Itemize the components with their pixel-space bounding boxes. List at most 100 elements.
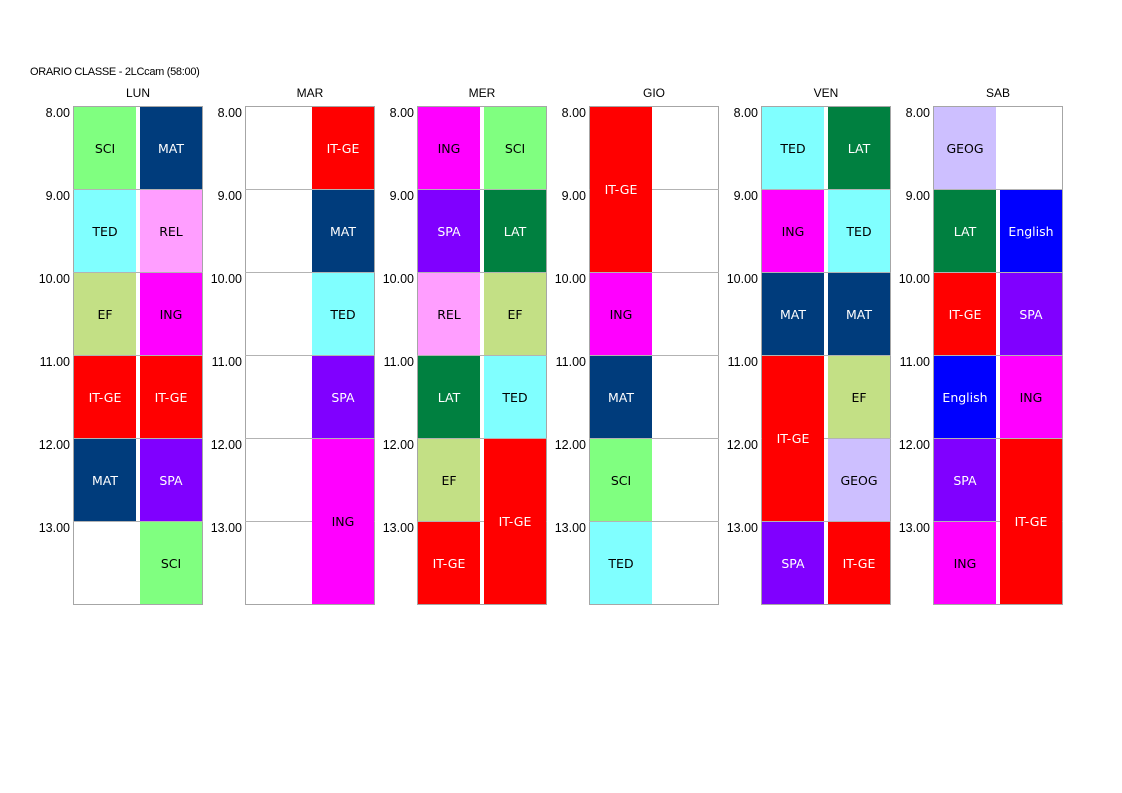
time-label: 12.00	[726, 438, 758, 452]
lesson-cell-it-ge[interactable]: IT-GE	[484, 439, 546, 604]
time-label: 9.00	[217, 189, 242, 203]
hour-divider	[933, 521, 1063, 522]
day-header-mar: MAR	[296, 86, 324, 100]
lesson-cell-ted[interactable]: TED	[762, 107, 824, 189]
lesson-cell-ted[interactable]: TED	[828, 190, 890, 272]
page-title: ORARIO CLASSE - 2LCcam (58:00)	[30, 66, 200, 78]
lesson-cell-it-ge[interactable]: IT-GE	[1000, 439, 1062, 604]
hour-divider	[73, 438, 203, 439]
lesson-cell-ing[interactable]: ING	[590, 273, 652, 355]
lesson-cell-geog[interactable]: GEOG	[934, 107, 996, 189]
lesson-cell-sci[interactable]: SCI	[74, 107, 136, 189]
lesson-cell-sci[interactable]: SCI	[140, 522, 202, 604]
time-label: 11.00	[39, 355, 70, 369]
lesson-cell-spa[interactable]: SPA	[418, 190, 480, 272]
lesson-cell-mat[interactable]: MAT	[590, 356, 652, 438]
lesson-cell-sci[interactable]: SCI	[484, 107, 546, 189]
hour-divider	[761, 521, 891, 522]
lesson-cell-spa[interactable]: SPA	[140, 439, 202, 521]
lesson-cell-english[interactable]: English	[1000, 190, 1062, 272]
time-label: 8.00	[905, 106, 930, 120]
time-label: 13.00	[726, 521, 758, 535]
lesson-cell-english[interactable]: English	[934, 356, 996, 438]
lesson-cell-ted[interactable]: TED	[590, 522, 652, 604]
time-label: 9.00	[905, 189, 930, 203]
hour-divider	[417, 189, 547, 190]
time-label: 12.00	[554, 438, 586, 452]
hour-divider	[761, 438, 891, 439]
lesson-cell-ing[interactable]: ING	[762, 190, 824, 272]
time-label: 13.00	[210, 521, 242, 535]
lesson-cell-ing[interactable]: ING	[312, 439, 374, 604]
time-label: 9.00	[561, 189, 586, 203]
time-label: 8.00	[217, 106, 242, 120]
lesson-cell-spa[interactable]: SPA	[934, 439, 996, 521]
hour-divider	[245, 355, 375, 356]
lesson-cell-it-ge[interactable]: IT-GE	[312, 107, 374, 189]
hour-divider	[245, 521, 375, 522]
lesson-cell-it-ge[interactable]: IT-GE	[140, 356, 202, 438]
time-label: 8.00	[733, 106, 758, 120]
lesson-cell-it-ge[interactable]: IT-GE	[418, 522, 480, 604]
time-label: 10.00	[382, 272, 414, 286]
lesson-cell-spa[interactable]: SPA	[1000, 273, 1062, 355]
time-label: 10.00	[38, 272, 70, 286]
time-label: 11.00	[211, 355, 242, 369]
lesson-cell-spa[interactable]: SPA	[312, 356, 374, 438]
time-label: 10.00	[726, 272, 758, 286]
lesson-cell-rel[interactable]: REL	[418, 273, 480, 355]
hour-divider	[589, 521, 719, 522]
time-label: 8.00	[561, 106, 586, 120]
lesson-cell-it-ge[interactable]: IT-GE	[828, 522, 890, 604]
lesson-cell-lat[interactable]: LAT	[484, 190, 546, 272]
lesson-cell-ted[interactable]: TED	[484, 356, 546, 438]
lesson-cell-it-ge[interactable]: IT-GE	[934, 273, 996, 355]
hour-divider	[73, 189, 203, 190]
lesson-cell-it-ge[interactable]: IT-GE	[762, 356, 824, 521]
day-header-ven: VEN	[813, 86, 839, 100]
lesson-cell-mat[interactable]: MAT	[140, 107, 202, 189]
lesson-cell-mat[interactable]: MAT	[762, 273, 824, 355]
lesson-cell-ef[interactable]: EF	[418, 439, 480, 521]
lesson-cell-ef[interactable]: EF	[828, 356, 890, 438]
time-label: 11.00	[383, 355, 414, 369]
lesson-cell-ted[interactable]: TED	[312, 273, 374, 355]
hour-divider	[761, 189, 891, 190]
time-label: 10.00	[210, 272, 242, 286]
hour-divider	[245, 189, 375, 190]
lesson-cell-lat[interactable]: LAT	[418, 356, 480, 438]
day-header-mer: MER	[468, 86, 496, 100]
time-label: 13.00	[898, 521, 930, 535]
time-label: 13.00	[382, 521, 414, 535]
lesson-cell-mat[interactable]: MAT	[74, 439, 136, 521]
time-label: 10.00	[898, 272, 930, 286]
lesson-cell-mat[interactable]: MAT	[828, 273, 890, 355]
lesson-cell-it-ge[interactable]: IT-GE	[590, 107, 652, 272]
lesson-cell-spa[interactable]: SPA	[762, 522, 824, 604]
lesson-cell-ef[interactable]: EF	[74, 273, 136, 355]
lesson-cell-ing[interactable]: ING	[140, 273, 202, 355]
hour-divider	[933, 189, 1063, 190]
hour-divider	[933, 355, 1063, 356]
hour-divider	[417, 355, 547, 356]
lesson-cell-ted[interactable]: TED	[74, 190, 136, 272]
lesson-cell-it-ge[interactable]: IT-GE	[74, 356, 136, 438]
hour-divider	[761, 272, 891, 273]
lesson-cell-sci[interactable]: SCI	[590, 439, 652, 521]
time-label: 12.00	[898, 438, 930, 452]
lesson-cell-ing[interactable]: ING	[1000, 356, 1062, 438]
lesson-cell-ef[interactable]: EF	[484, 273, 546, 355]
lesson-cell-ing[interactable]: ING	[934, 522, 996, 604]
hour-divider	[245, 438, 375, 439]
lesson-cell-geog[interactable]: GEOG	[828, 439, 890, 521]
time-label: 13.00	[38, 521, 70, 535]
day-header-sab: SAB	[985, 86, 1010, 100]
hour-divider	[417, 521, 547, 522]
time-label: 9.00	[45, 189, 70, 203]
lesson-cell-ing[interactable]: ING	[418, 107, 480, 189]
lesson-cell-lat[interactable]: LAT	[828, 107, 890, 189]
lesson-cell-rel[interactable]: REL	[140, 190, 202, 272]
time-label: 12.00	[38, 438, 70, 452]
lesson-cell-lat[interactable]: LAT	[934, 190, 996, 272]
lesson-cell-mat[interactable]: MAT	[312, 190, 374, 272]
